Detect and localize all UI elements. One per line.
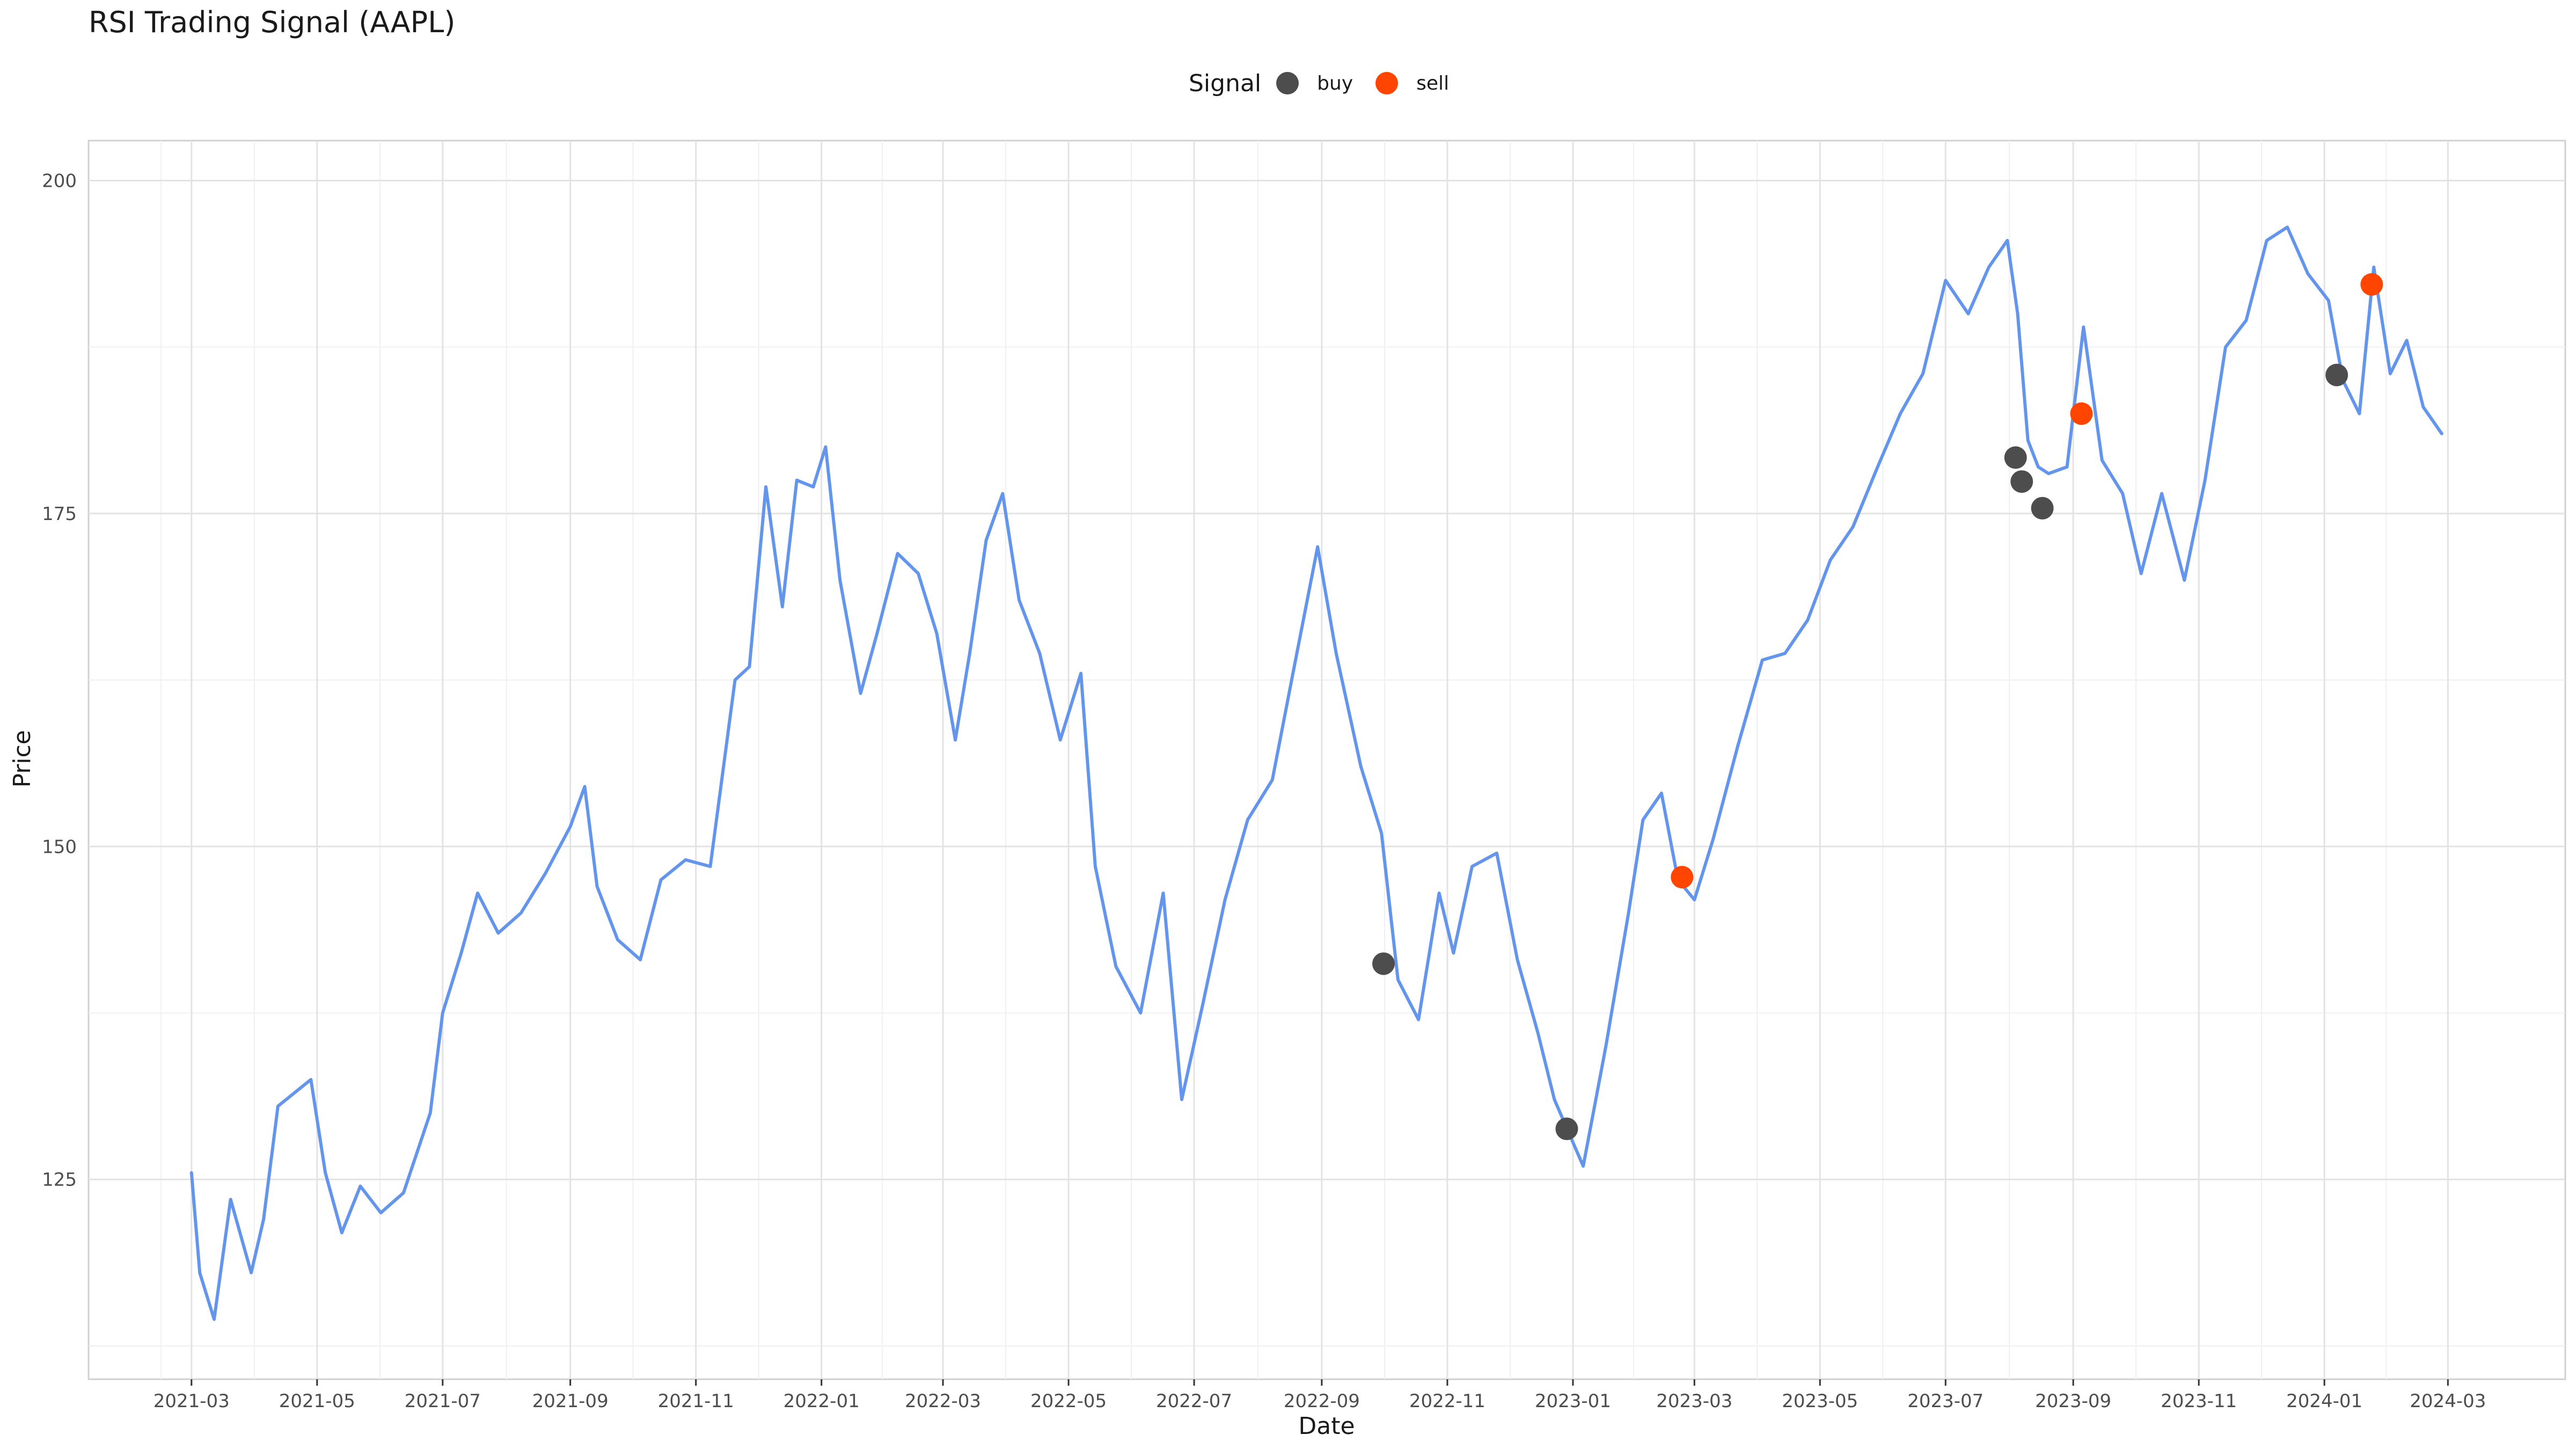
y-tick-label: 175: [42, 503, 77, 525]
buy-signal-point: [2325, 363, 2348, 386]
price-series-line: [189, 225, 2443, 1321]
signal-points-layer: [1372, 273, 2383, 1140]
x-axis-ticks: 2021-03 2021-05 2021-07 2021-09 2021-11 2022-…: [153, 1379, 2486, 1412]
x-tick-label: 2021-07: [405, 1391, 481, 1412]
buy-signal-point: [2031, 496, 2054, 519]
sell-signal-point: [2360, 273, 2383, 296]
buy-signal-point: [2004, 446, 2027, 469]
x-tick-label: 2024-01: [2286, 1391, 2362, 1412]
price-line-layer: [189, 225, 2443, 1321]
legend-item-sell: sell: [1375, 72, 1449, 94]
buy-signal-point: [1372, 952, 1395, 975]
x-tick-label: 2022-03: [905, 1391, 981, 1412]
x-tick-label: 2023-01: [1535, 1391, 1611, 1412]
minor-gridlines: [89, 141, 2565, 1379]
x-tick-label: 2021-03: [153, 1391, 230, 1412]
legend-sell-label: sell: [1416, 72, 1450, 94]
sell-signal-point: [2070, 402, 2093, 425]
legend-title: Signal: [1189, 69, 1262, 97]
x-tick-label: 2023-05: [1782, 1391, 1858, 1412]
x-tick-label: 2022-09: [1284, 1391, 1360, 1412]
major-gridlines: [89, 141, 2565, 1379]
x-axis-label: Date: [1298, 1413, 1355, 1440]
buy-signal-point: [2010, 470, 2033, 493]
x-tick-label: 2023-11: [2161, 1391, 2237, 1412]
x-tick-label: 2024-03: [2410, 1391, 2486, 1412]
sell-signal-point: [1671, 866, 1694, 889]
legend-buy-label: buy: [1317, 72, 1353, 94]
y-tick-label: 125: [42, 1169, 77, 1191]
y-tick-label: 200: [42, 170, 77, 192]
legend: Signal buy sell: [1189, 64, 1472, 102]
x-tick-label: 2021-11: [658, 1391, 734, 1412]
x-tick-label: 2023-09: [2035, 1391, 2111, 1412]
x-tick-label: 2021-05: [279, 1391, 355, 1412]
x-tick-label: 2021-09: [532, 1391, 609, 1412]
y-tick-label: 150: [42, 836, 77, 858]
x-tick-label: 2022-11: [1409, 1391, 1485, 1412]
legend-item-buy: buy: [1276, 72, 1353, 94]
x-tick-label: 2022-01: [784, 1391, 860, 1412]
chart-title: RSI Trading Signal (AAPL): [89, 5, 456, 39]
x-tick-label: 2023-03: [1656, 1391, 1732, 1412]
buy-signal-point: [1555, 1117, 1578, 1140]
legend-buy-marker: [1276, 72, 1299, 94]
x-tick-label: 2022-05: [1030, 1391, 1107, 1412]
y-axis-label: Price: [9, 730, 36, 787]
x-tick-label: 2023-07: [1907, 1391, 1984, 1412]
plot-panel: [87, 140, 2566, 1380]
x-tick-label: 2022-07: [1156, 1391, 1232, 1412]
y-axis-ticks: 125 150 175 200: [42, 170, 77, 1190]
legend-sell-marker: [1375, 72, 1399, 94]
